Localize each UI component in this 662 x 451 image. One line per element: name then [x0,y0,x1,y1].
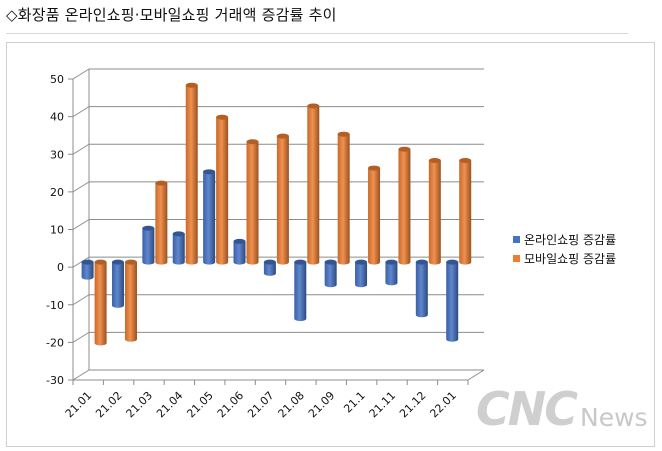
bar-mobile-22.01 [459,158,472,265]
x-tick-label: 21.01 [63,389,94,420]
gridline-side [72,68,90,80]
bar-mobile-21.05 [216,114,229,265]
x-tick-label: 21.09 [306,389,337,420]
y-tick-label: 50 [50,73,64,86]
y-tick-label: 30 [50,148,64,161]
bar-mobile-21.09 [337,131,350,265]
bar-mobile-21.12 [428,158,441,265]
y-tick-labels: 50 40 30 20 10 0 -10 -20 -30 [46,73,64,387]
floor-edge [467,369,485,381]
bar-mobile-21.04 [185,82,198,265]
legend-item-online[interactable]: 온라인쇼핑 증감률 [513,230,616,249]
watermark-logo: CNC News [476,383,656,435]
legend-label-mobile: 모바일쇼핑 증감률 [524,252,617,266]
legend: 온라인쇼핑 증감률 모바일쇼핑 증감률 [513,230,616,268]
y-tick-label: 40 [50,111,64,124]
gridline-side [72,143,90,155]
gridline-side [72,106,90,118]
x-tick-label: 21.07 [245,389,276,420]
x-tick-label: 22.01 [427,389,458,420]
bar-mobile-21.1 [368,165,381,265]
bar-online-21.11 [385,259,398,286]
y-tick-label: -30 [46,374,64,387]
x-tick-label: 21.04 [154,389,185,420]
legend-label-online: 온라인쇼핑 증감률 [524,233,617,247]
legend-swatch-online [513,236,520,243]
watermark-sub: News [580,403,648,432]
bar-mobile-21.06 [246,139,259,265]
gridline-side [72,294,90,306]
chart-frame [6,42,655,447]
bar-online-22.01 [446,259,459,342]
bar-online-21.04 [172,231,185,265]
x-tick-label: 21.1 [341,389,368,416]
x-tick-labels: 21.0121.0221.0321.0421.0521.0621.0721.08… [63,389,459,420]
bar-mobile-21.03 [155,180,168,265]
bar-mobile-21.01 [94,259,107,346]
x-tick-label: 21.05 [184,389,215,420]
watermark-main: CNC [476,382,578,436]
bar-online-21.07 [263,259,276,276]
y-tick-label: -20 [46,336,64,349]
bar-layer [81,82,472,346]
x-tick-label: 21.11 [367,389,398,420]
gridline-side [72,181,90,193]
x-tick-label: 21.02 [93,389,124,420]
bar-online-21.05 [203,169,216,265]
y-tick-label: 20 [50,186,64,199]
bar-mobile-21.07 [276,133,289,265]
bar-mobile-21.02 [124,259,137,342]
chart-title: ◇화장품 온라인쇼핑·모바일쇼핑 거래액 증감률 추이 [6,6,337,24]
y-tick-label: -10 [46,299,64,312]
bar-online-21.1 [355,259,368,288]
bar-online-21.02 [111,259,124,308]
bar-online-21.09 [324,259,337,288]
legend-swatch-mobile [513,255,520,262]
bar-online-21.12 [415,259,428,318]
x-tick-label: 21.06 [215,389,246,420]
legend-item-mobile[interactable]: 모바일쇼핑 증감률 [513,249,616,268]
gridline-side [72,331,90,343]
bar-online-21.08 [294,259,307,322]
bar-online-21.06 [233,238,246,265]
title-divider [6,33,628,34]
gridline-side [72,369,90,381]
x-tick-label: 21.03 [124,389,155,420]
bar-online-21.03 [142,225,155,265]
gridline-side [72,219,90,230]
x-tick-label: 21.12 [397,389,428,420]
y-tick-label: 10 [50,224,64,237]
bar-online-21.01 [81,259,94,280]
bar-mobile-21.08 [307,103,320,265]
bar-mobile-21.11 [398,146,411,265]
x-tick-label: 21.08 [276,389,307,420]
gridline-side [72,256,90,268]
y-tick-label: 0 [57,261,64,274]
